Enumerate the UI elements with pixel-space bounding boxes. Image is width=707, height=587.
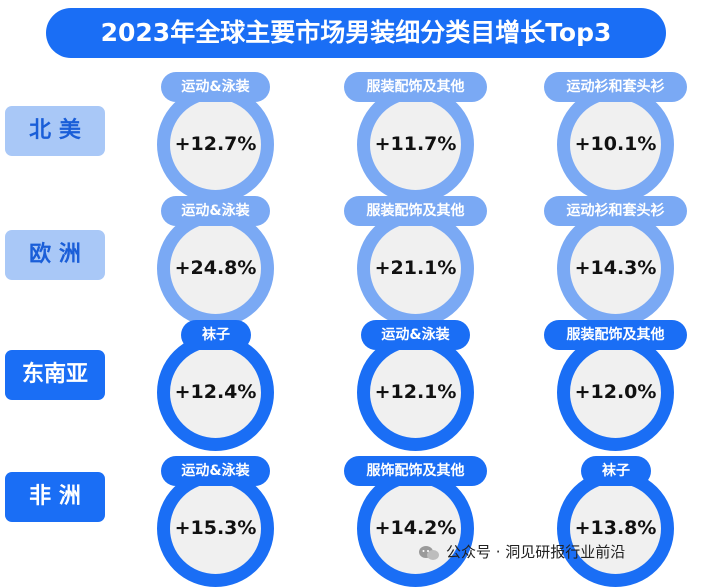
growth-value: +11.7%: [374, 133, 457, 155]
category-pill: 服装配饰及其他: [344, 72, 487, 102]
growth-value: +15.3%: [174, 517, 257, 539]
category-pill: 运动衫和套头衫: [544, 72, 687, 102]
chart-title: 2023年全球主要市场男装细分类目增长Top3: [46, 8, 666, 58]
category-pill: 服装配饰及其他: [544, 320, 687, 350]
growth-value: +14.2%: [374, 517, 457, 539]
watermark: 公众号 · 洞见研报行业前沿: [418, 540, 625, 564]
category-pill: 运动衫和套头衫: [544, 196, 687, 226]
growth-value: +12.7%: [174, 133, 257, 155]
region-label: 北 美: [5, 106, 105, 156]
growth-value: +12.4%: [174, 381, 257, 403]
region-label: 欧 洲: [5, 230, 105, 280]
category-pill: 服饰配饰及其他: [344, 456, 487, 486]
region-label: 非 洲: [5, 472, 105, 522]
category-pill: 运动&泳装: [161, 72, 270, 102]
category-pill: 运动&泳装: [161, 456, 270, 486]
watermark-text: 公众号 · 洞见研报行业前沿: [446, 543, 626, 561]
growth-value: +13.8%: [574, 517, 657, 539]
category-pill: 袜子: [581, 456, 651, 486]
growth-value: +14.3%: [574, 257, 657, 279]
category-pill: 运动&泳装: [161, 196, 270, 226]
growth-ring: [557, 86, 674, 203]
category-pill: 运动&泳装: [361, 320, 470, 350]
category-pill: 服装配饰及其他: [344, 196, 487, 226]
growth-value: +10.1%: [574, 133, 657, 155]
wechat-icon: [419, 545, 439, 560]
category-pill: 袜子: [181, 320, 251, 350]
growth-value: +21.1%: [374, 257, 457, 279]
growth-value: +12.0%: [574, 381, 657, 403]
growth-value: +24.8%: [174, 257, 257, 279]
region-label: 东南亚: [5, 350, 105, 400]
growth-value: +12.1%: [374, 381, 457, 403]
